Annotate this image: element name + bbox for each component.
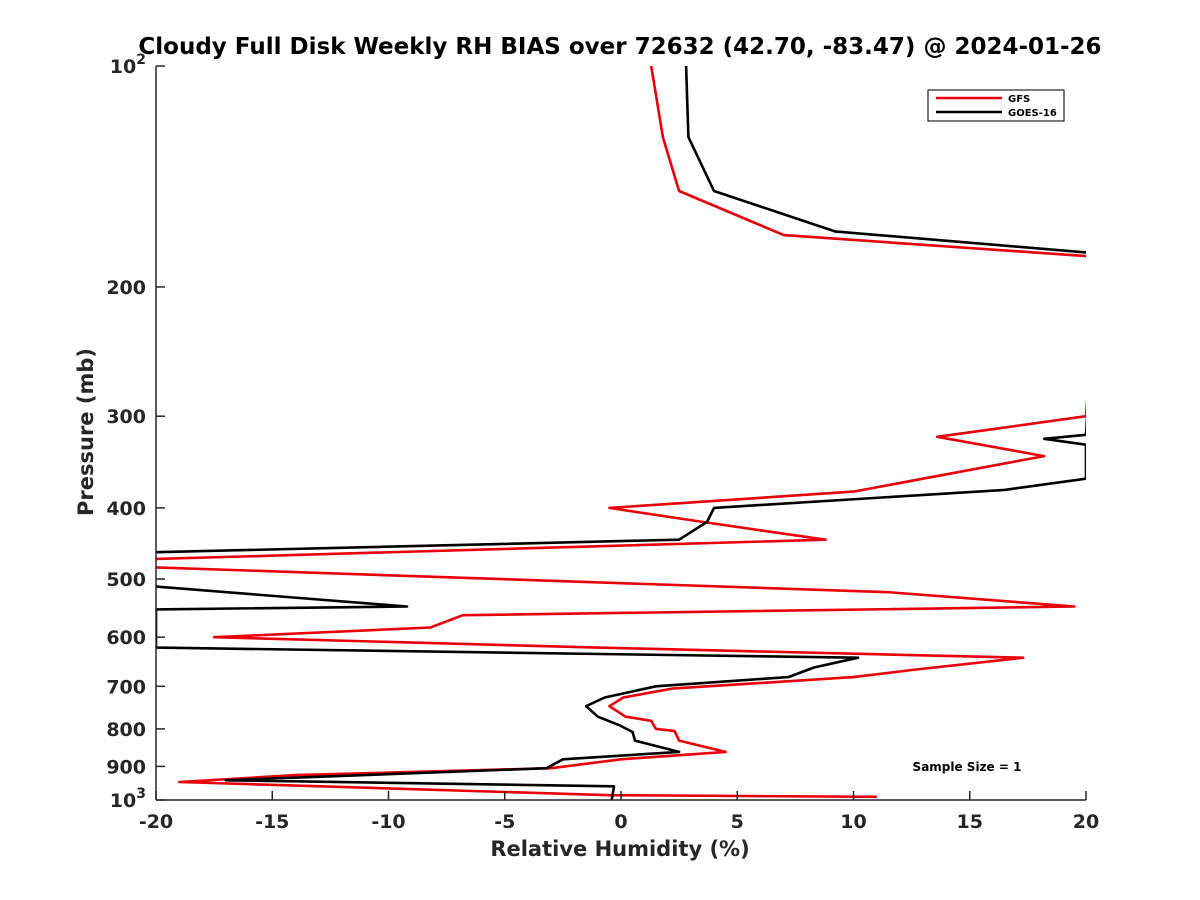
- y-tick-label: 300: [106, 406, 146, 428]
- x-tick-label: -20: [139, 811, 173, 833]
- x-tick-label: 20: [1073, 811, 1099, 833]
- y-tick-label: 600: [106, 627, 146, 649]
- y-tick-label: 103: [110, 786, 146, 812]
- y-tick-label: 102: [110, 52, 146, 78]
- y-tick-label: 200: [106, 277, 146, 299]
- x-tick-label: -5: [494, 811, 515, 833]
- legend-box: [927, 89, 1065, 122]
- y-tick-label: 400: [106, 498, 146, 520]
- y-axis-ticks: 102 200 300 400 500 600 700 800 900 103: [106, 52, 165, 812]
- y-tick-label: 900: [106, 756, 146, 778]
- legend-label: GFS: [1008, 94, 1030, 105]
- x-tick-label: 15: [957, 811, 983, 833]
- y-tick-label: 500: [106, 569, 146, 591]
- y-axis-label: Pressure (mb): [74, 348, 98, 516]
- x-axis-ticks: -20 -15 -10 -5 0 5 10 15 20: [139, 791, 1099, 833]
- x-tick-label: -15: [255, 811, 289, 833]
- x-tick-label: -10: [371, 811, 405, 833]
- y-tick-label: 700: [106, 676, 146, 698]
- x-tick-label: 0: [614, 811, 627, 833]
- series-line-goes-16: [156, 66, 1086, 800]
- x-axis-label: Relative Humidity (%): [490, 837, 749, 861]
- x-tick-label: 5: [731, 811, 744, 833]
- legend: GFS GOES-16: [927, 89, 1065, 122]
- x-tick-label: 10: [840, 811, 866, 833]
- legend-label: GOES-16: [1008, 108, 1057, 119]
- series-line-gfs: [156, 66, 1086, 799]
- chart-title: Cloudy Full Disk Weekly RH BIAS over 726…: [138, 34, 1101, 60]
- sample-size-annotation: Sample Size = 1: [913, 760, 1022, 774]
- plot-area: [155, 66, 1086, 801]
- y-tick-label: 800: [106, 719, 146, 741]
